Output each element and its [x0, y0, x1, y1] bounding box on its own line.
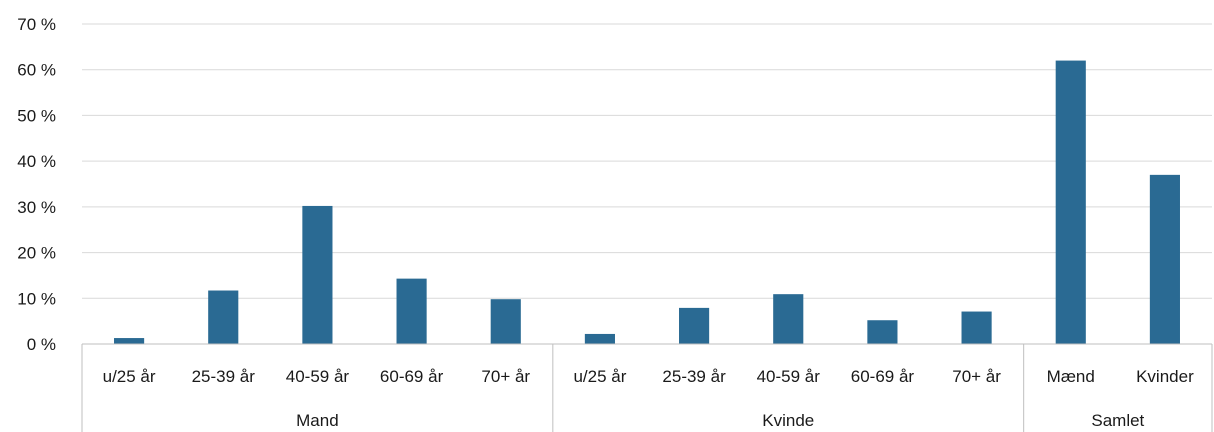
y-tick-label: 70 % [17, 15, 56, 34]
group-label: Kvinde [762, 411, 814, 430]
y-tick-label: 20 % [17, 244, 56, 263]
category-label: 40-59 år [757, 367, 821, 386]
bars [114, 60, 1180, 344]
bar [773, 294, 804, 344]
category-label: 25-39 år [662, 367, 726, 386]
bar [302, 205, 333, 344]
bar [208, 290, 239, 344]
category-label: 60-69 år [380, 367, 444, 386]
category-label: 70+ år [481, 367, 530, 386]
y-tick-label: 30 % [17, 198, 56, 217]
category-label: 70+ år [952, 367, 1001, 386]
category-label: u/25 år [103, 367, 156, 386]
y-tick-label: 0 % [27, 335, 56, 354]
y-tick-label: 10 % [17, 289, 56, 308]
bar [490, 299, 521, 344]
bar [867, 320, 898, 344]
group-label: Mand [296, 411, 339, 430]
y-tick-label: 40 % [17, 152, 56, 171]
group-labels: Mand Kvinde Samlet [296, 411, 1144, 430]
group-label: Samlet [1091, 411, 1144, 430]
category-labels: u/25 år 25-39 år 40-59 år 60-69 år 70+ år u/2… [103, 367, 1194, 386]
category-label: Kvinder [1136, 367, 1194, 386]
bar [584, 333, 615, 344]
category-label: 40-59 år [286, 367, 350, 386]
bar [1055, 60, 1086, 344]
category-label: 25-39 år [192, 367, 256, 386]
bar [396, 278, 427, 344]
category-label: Mænd [1047, 367, 1095, 386]
y-axis-ticks: 0 % 10 % 20 % 30 % 40 % 50 % 60 % 70 % [17, 15, 56, 354]
bar [1149, 174, 1180, 344]
gridlines [82, 23, 1212, 299]
y-tick-label: 60 % [17, 61, 56, 80]
bar [679, 307, 710, 344]
y-tick-label: 50 % [17, 106, 56, 125]
bar [114, 338, 145, 344]
category-label: u/25 år [573, 367, 626, 386]
x-axis [81, 343, 1213, 432]
category-label: 60-69 år [851, 367, 915, 386]
bar [961, 311, 992, 344]
